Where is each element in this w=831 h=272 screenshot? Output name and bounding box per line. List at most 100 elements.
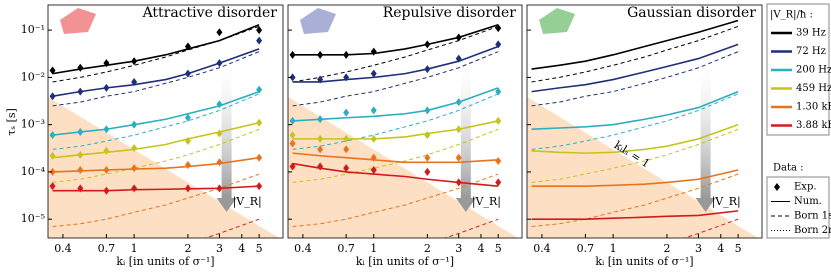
exp-point bbox=[289, 162, 296, 171]
born1-line bbox=[292, 25, 499, 83]
panel-title: Gaussian disorder bbox=[627, 5, 756, 21]
exp-point bbox=[131, 184, 138, 193]
y-tick-label: 10⁻² bbox=[21, 70, 45, 83]
x-tick-label: 4 bbox=[477, 242, 484, 255]
exp-point bbox=[289, 131, 296, 140]
num-line bbox=[292, 152, 499, 164]
exp-point bbox=[424, 131, 431, 140]
born1-line bbox=[531, 51, 739, 107]
exp-point bbox=[495, 24, 502, 33]
legend-label: 200 Hz bbox=[796, 65, 831, 76]
exp-point bbox=[256, 118, 263, 127]
exp-point bbox=[289, 50, 296, 59]
born1-line bbox=[292, 93, 499, 150]
exp-point bbox=[370, 153, 377, 162]
exp-point bbox=[77, 63, 84, 72]
exp-point bbox=[289, 116, 296, 125]
exp-point bbox=[131, 120, 138, 129]
exp-point bbox=[424, 167, 431, 176]
legend-title: |V_R|/ħ : bbox=[770, 10, 813, 21]
num-line bbox=[531, 19, 739, 70]
annotation: |V_R| bbox=[233, 195, 262, 209]
exp-point bbox=[184, 113, 191, 122]
exp-point bbox=[370, 69, 377, 78]
exp-point bbox=[131, 77, 138, 86]
legend-box bbox=[766, 3, 830, 136]
exp-point bbox=[455, 33, 462, 42]
arrow-head bbox=[695, 198, 716, 212]
x-tick-label: 1 bbox=[370, 242, 377, 255]
y-tick-label: 10⁻³ bbox=[21, 118, 45, 131]
exp-point bbox=[256, 85, 263, 94]
exp-point bbox=[216, 100, 223, 109]
x-tick-label: 4 bbox=[717, 242, 724, 255]
exp-point bbox=[256, 36, 263, 45]
exp-point bbox=[495, 40, 502, 49]
exp-point bbox=[49, 131, 56, 140]
exp-point bbox=[424, 153, 431, 162]
x-tick-label: 3 bbox=[695, 242, 702, 255]
exp-point bbox=[424, 40, 431, 49]
born1-line bbox=[531, 173, 739, 228]
born1-line bbox=[52, 128, 260, 183]
y-tick-label: 10⁻⁴ bbox=[21, 165, 46, 178]
x-tick-label: 2 bbox=[424, 242, 431, 255]
num-line bbox=[292, 162, 499, 187]
exp-point bbox=[216, 28, 223, 37]
born1-line bbox=[292, 128, 499, 183]
exp-point bbox=[317, 50, 324, 59]
num-line bbox=[292, 120, 499, 140]
exp-point bbox=[317, 115, 324, 124]
x-tick-label: 0.4 bbox=[54, 242, 72, 255]
x-axis-label: kᵢ [in units of σ⁻¹] bbox=[595, 255, 693, 268]
y-axis-label: τₛ [s] bbox=[5, 108, 18, 136]
x-tick-label: 2 bbox=[663, 242, 670, 255]
exp-point bbox=[216, 184, 223, 193]
exp-point bbox=[495, 157, 502, 166]
born1-line bbox=[292, 51, 499, 107]
born1-line bbox=[531, 93, 739, 150]
exp-point bbox=[343, 50, 350, 59]
arrow-head bbox=[455, 198, 476, 212]
legend-label: Born 1st bbox=[794, 211, 831, 222]
exp-point bbox=[103, 146, 110, 155]
exp-point bbox=[184, 137, 191, 146]
x-tick-label: 5 bbox=[495, 242, 502, 255]
exp-point bbox=[103, 83, 110, 92]
surface-icon bbox=[300, 8, 336, 34]
exp-point bbox=[77, 184, 84, 193]
exp-point bbox=[343, 164, 350, 173]
num-line bbox=[531, 169, 739, 187]
exp-point bbox=[317, 145, 324, 154]
born1-line bbox=[292, 173, 499, 228]
arrow-shaft bbox=[460, 68, 471, 198]
surface-icon bbox=[60, 8, 96, 34]
exp-point bbox=[103, 59, 110, 68]
plot-frame bbox=[526, 4, 763, 239]
legend-title: Data : bbox=[773, 163, 804, 174]
born1-line bbox=[52, 51, 260, 107]
x-axis-label: kᵢ [in units of σ⁻¹] bbox=[116, 255, 214, 268]
exp-point bbox=[256, 153, 263, 162]
num-line bbox=[531, 210, 739, 220]
plot bbox=[48, 23, 279, 238]
num-line bbox=[52, 48, 260, 97]
legend-label: 3.88 kHz bbox=[796, 120, 831, 131]
arrow-head bbox=[216, 198, 237, 212]
shaded-region bbox=[288, 97, 518, 238]
exp-point bbox=[184, 69, 191, 78]
exp-point bbox=[370, 47, 377, 56]
plot bbox=[527, 19, 758, 238]
x-tick-label: 0.4 bbox=[533, 242, 551, 255]
exp-point bbox=[495, 116, 502, 125]
exp-point bbox=[184, 161, 191, 170]
exp-point bbox=[455, 125, 462, 134]
exp-point bbox=[317, 75, 324, 84]
exp-point bbox=[424, 106, 431, 115]
num-line bbox=[52, 121, 260, 159]
surface-icon bbox=[539, 8, 575, 34]
x-tick-label: 0.7 bbox=[98, 242, 116, 255]
y-tick-label: 10⁻¹ bbox=[21, 23, 45, 36]
exp-point bbox=[184, 184, 191, 193]
x-tick-label: 4 bbox=[238, 242, 245, 255]
